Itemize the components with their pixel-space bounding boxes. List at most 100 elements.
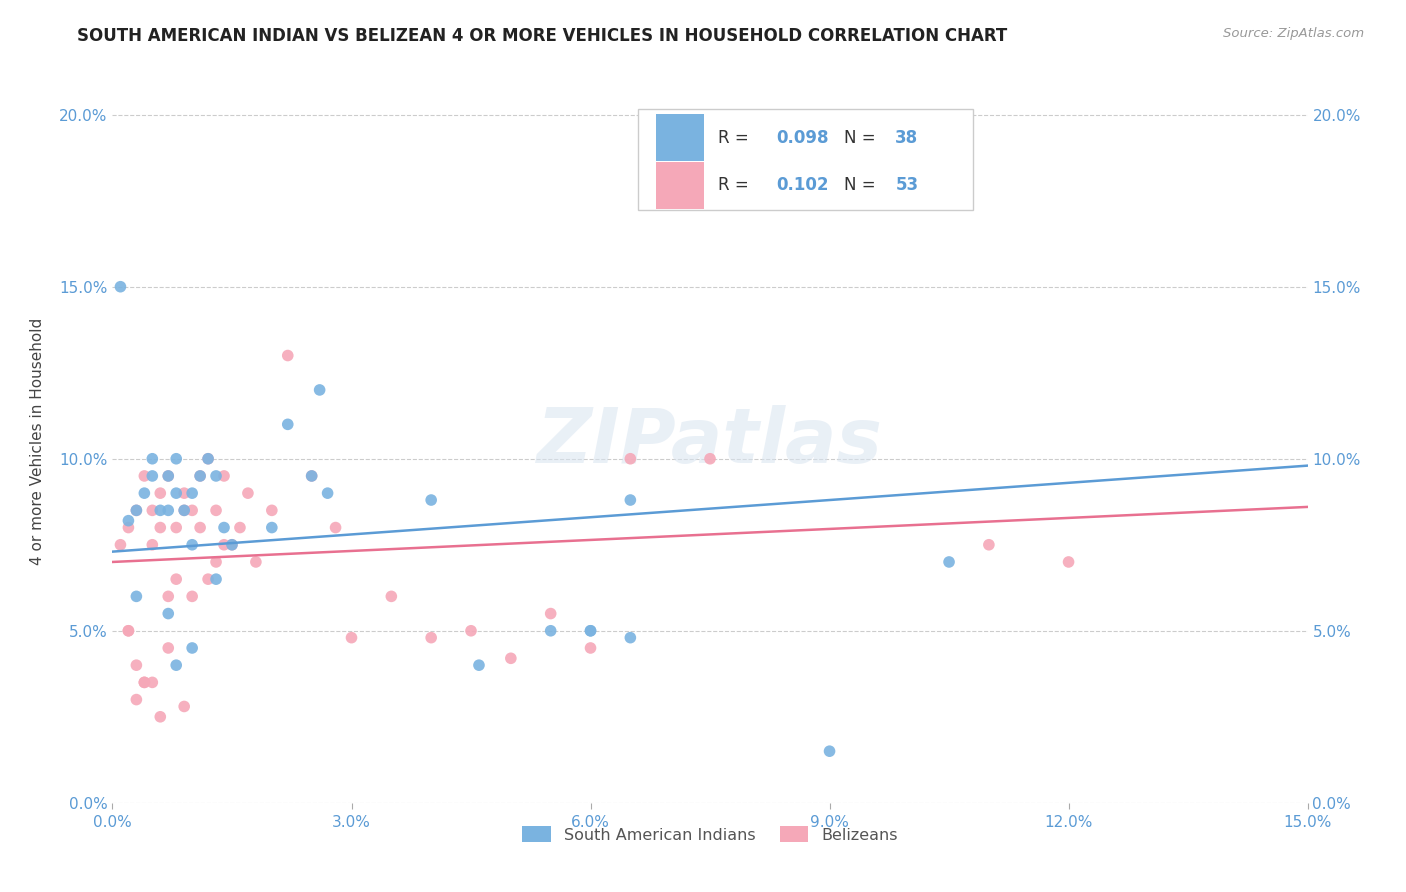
- FancyBboxPatch shape: [657, 161, 704, 209]
- Point: [699, 451, 721, 466]
- Point: [301, 469, 323, 483]
- Point: [157, 503, 180, 517]
- Point: [110, 538, 132, 552]
- Point: [117, 514, 139, 528]
- Point: [165, 572, 187, 586]
- Point: [205, 572, 228, 586]
- Point: [141, 451, 163, 466]
- Point: [165, 520, 187, 534]
- Point: [173, 699, 195, 714]
- Text: R =: R =: [718, 176, 755, 194]
- Point: [499, 651, 522, 665]
- Point: [188, 520, 211, 534]
- Point: [277, 417, 299, 432]
- Point: [125, 590, 148, 604]
- Point: [579, 640, 602, 655]
- Point: [977, 538, 1000, 552]
- Point: [173, 503, 195, 517]
- Point: [205, 469, 228, 483]
- Point: [110, 279, 132, 293]
- Text: Source: ZipAtlas.com: Source: ZipAtlas.com: [1223, 27, 1364, 40]
- Point: [134, 486, 156, 500]
- Point: [188, 469, 211, 483]
- Point: [260, 520, 283, 534]
- Point: [540, 624, 562, 638]
- Point: [340, 631, 363, 645]
- Point: [197, 451, 219, 466]
- Point: [181, 503, 204, 517]
- Point: [157, 590, 180, 604]
- Point: [181, 538, 204, 552]
- Point: [221, 538, 243, 552]
- Point: [157, 607, 180, 621]
- Point: [188, 469, 211, 483]
- Point: [1057, 555, 1080, 569]
- Point: [212, 520, 235, 534]
- Text: 53: 53: [896, 176, 918, 194]
- Point: [117, 520, 139, 534]
- Text: 0.098: 0.098: [776, 128, 828, 146]
- Point: [141, 538, 163, 552]
- Point: [420, 631, 443, 645]
- Point: [619, 451, 641, 466]
- Point: [165, 486, 187, 500]
- Point: [380, 590, 402, 604]
- Text: ZIPatlas: ZIPatlas: [537, 405, 883, 478]
- Point: [149, 710, 172, 724]
- Point: [579, 624, 602, 638]
- Point: [260, 503, 283, 517]
- Legend: South American Indians, Belizeans: South American Indians, Belizeans: [516, 820, 904, 849]
- Point: [468, 658, 491, 673]
- Point: [212, 469, 235, 483]
- Point: [205, 503, 228, 517]
- Point: [117, 624, 139, 638]
- Point: [540, 607, 562, 621]
- Point: [149, 520, 172, 534]
- Point: [197, 451, 219, 466]
- Point: [165, 451, 187, 466]
- Point: [236, 486, 259, 500]
- Point: [181, 486, 204, 500]
- Text: SOUTH AMERICAN INDIAN VS BELIZEAN 4 OR MORE VEHICLES IN HOUSEHOLD CORRELATION CH: SOUTH AMERICAN INDIAN VS BELIZEAN 4 OR M…: [77, 27, 1008, 45]
- Point: [141, 503, 163, 517]
- Point: [245, 555, 267, 569]
- Point: [149, 486, 172, 500]
- Point: [420, 493, 443, 508]
- Point: [579, 624, 602, 638]
- Point: [141, 469, 163, 483]
- Point: [157, 640, 180, 655]
- Point: [157, 469, 180, 483]
- Point: [125, 503, 148, 517]
- Point: [181, 590, 204, 604]
- Point: [619, 631, 641, 645]
- Point: [157, 469, 180, 483]
- Point: [134, 469, 156, 483]
- Point: [134, 675, 156, 690]
- Point: [277, 349, 299, 363]
- Point: [197, 572, 219, 586]
- Point: [619, 493, 641, 508]
- Point: [221, 538, 243, 552]
- Point: [165, 658, 187, 673]
- FancyBboxPatch shape: [638, 109, 973, 211]
- Point: [181, 640, 204, 655]
- Point: [173, 486, 195, 500]
- Point: [205, 555, 228, 569]
- Point: [134, 675, 156, 690]
- Text: N =: N =: [844, 176, 880, 194]
- Point: [301, 469, 323, 483]
- Text: 38: 38: [896, 128, 918, 146]
- Y-axis label: 4 or more Vehicles in Household: 4 or more Vehicles in Household: [31, 318, 45, 566]
- Point: [125, 503, 148, 517]
- Point: [460, 624, 482, 638]
- Point: [125, 692, 148, 706]
- Text: R =: R =: [718, 128, 755, 146]
- Point: [325, 520, 347, 534]
- Point: [117, 624, 139, 638]
- Point: [316, 486, 339, 500]
- FancyBboxPatch shape: [657, 114, 704, 161]
- Point: [308, 383, 330, 397]
- Point: [229, 520, 252, 534]
- Point: [141, 675, 163, 690]
- Point: [149, 503, 172, 517]
